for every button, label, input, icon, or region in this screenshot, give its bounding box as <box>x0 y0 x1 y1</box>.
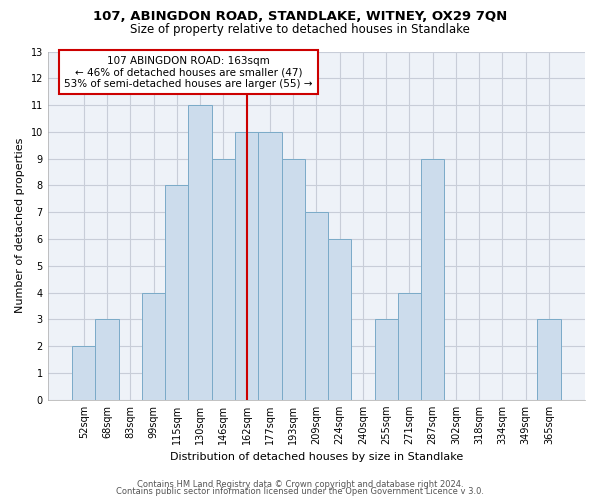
Bar <box>328 239 351 400</box>
Text: 107, ABINGDON ROAD, STANDLAKE, WITNEY, OX29 7QN: 107, ABINGDON ROAD, STANDLAKE, WITNEY, O… <box>93 10 507 23</box>
Bar <box>235 132 258 400</box>
Text: Contains HM Land Registry data © Crown copyright and database right 2024.: Contains HM Land Registry data © Crown c… <box>137 480 463 489</box>
Bar <box>374 320 398 400</box>
X-axis label: Distribution of detached houses by size in Standlake: Distribution of detached houses by size … <box>170 452 463 462</box>
Text: Contains public sector information licensed under the Open Government Licence v : Contains public sector information licen… <box>116 488 484 496</box>
Bar <box>398 292 421 400</box>
Bar <box>142 292 165 400</box>
Bar <box>188 105 212 400</box>
Bar <box>95 320 119 400</box>
Bar <box>165 186 188 400</box>
Bar <box>538 320 560 400</box>
Text: 107 ABINGDON ROAD: 163sqm
← 46% of detached houses are smaller (47)
53% of semi-: 107 ABINGDON ROAD: 163sqm ← 46% of detac… <box>64 56 313 88</box>
Bar <box>281 158 305 400</box>
Bar <box>212 158 235 400</box>
Bar <box>305 212 328 400</box>
Bar <box>421 158 445 400</box>
Y-axis label: Number of detached properties: Number of detached properties <box>15 138 25 314</box>
Bar <box>258 132 281 400</box>
Bar <box>72 346 95 400</box>
Text: Size of property relative to detached houses in Standlake: Size of property relative to detached ho… <box>130 22 470 36</box>
